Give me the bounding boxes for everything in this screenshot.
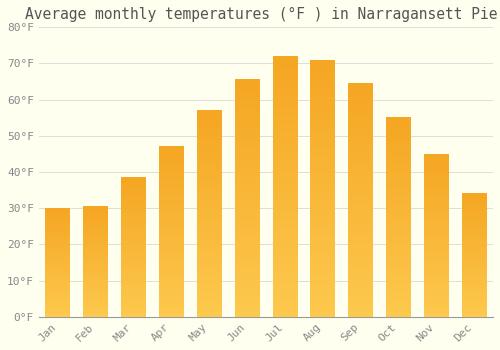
- Title: Average monthly temperatures (°F ) in Narragansett Pier: Average monthly temperatures (°F ) in Na…: [26, 7, 500, 22]
